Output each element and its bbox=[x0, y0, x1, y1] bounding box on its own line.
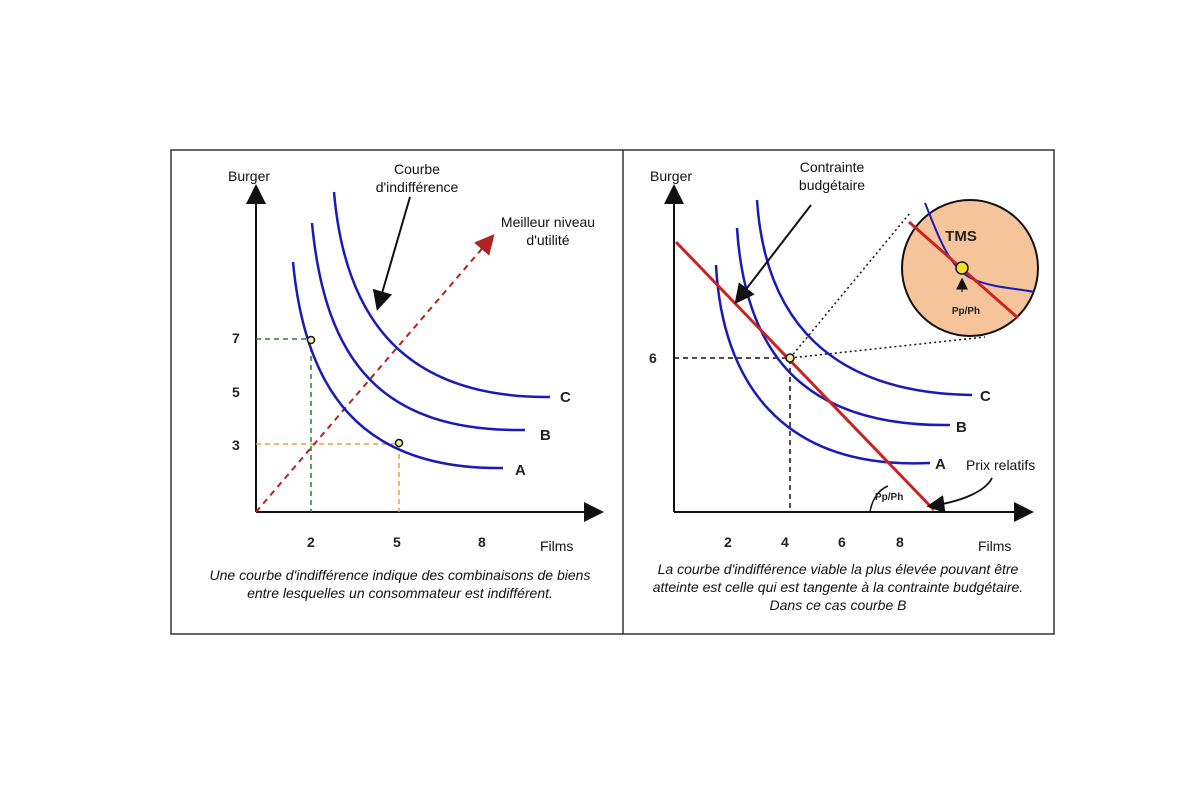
curve-label-a: A bbox=[515, 462, 526, 479]
zoom-ratio-label: Pp/Ph bbox=[952, 306, 980, 317]
left-y-tick: 5 bbox=[232, 384, 240, 400]
right-curve-label-c: C bbox=[980, 388, 991, 405]
right-y-tick: 6 bbox=[649, 350, 657, 366]
right-x-tick: 4 bbox=[781, 534, 789, 550]
right-guide bbox=[674, 357, 791, 512]
zoom-circle-bg bbox=[901, 199, 1039, 337]
curve-note-arrow bbox=[372, 196, 411, 311]
left-point-5-3 bbox=[394, 438, 404, 448]
left-point-2-7 bbox=[306, 335, 316, 345]
utility-note: Meilleur niveau d'utilité bbox=[501, 214, 595, 248]
right-curve-label-b: B bbox=[956, 419, 967, 436]
right-indifference-curve-a bbox=[714, 264, 931, 465]
right-curve-label-a: A bbox=[935, 456, 946, 473]
right-chart: Burger Films 2 4 6 8 6 A B C Pp/Ph bbox=[649, 159, 1039, 613]
figure-frame bbox=[170, 149, 1055, 635]
right-caption-line: Dans ce cas courbe B bbox=[770, 597, 907, 613]
indifference-curve-c bbox=[332, 191, 551, 399]
indifference-curve-b bbox=[310, 222, 526, 432]
left-caption-line: entre lesquelles un consommateur est ind… bbox=[247, 585, 553, 601]
utility-note-line: d'utilité bbox=[526, 232, 569, 248]
budget-line bbox=[674, 240, 936, 512]
budget-note-arrow bbox=[734, 204, 812, 305]
zoom-line-upper bbox=[789, 212, 911, 359]
zoom-tms-label: TMS bbox=[945, 228, 977, 245]
utility-note-line: Meilleur niveau bbox=[501, 214, 595, 230]
left-x-tick: 8 bbox=[478, 534, 486, 550]
left-x-axis-label: Films bbox=[540, 538, 573, 554]
tangency-point bbox=[785, 353, 795, 363]
utility-arrow bbox=[255, 233, 495, 513]
right-x-tick: 8 bbox=[896, 534, 904, 550]
slope-arc bbox=[869, 485, 889, 513]
left-y-tick: 7 bbox=[232, 330, 240, 346]
curve-note: Courbe d'indifférence bbox=[376, 161, 459, 195]
curve-label-b: B bbox=[540, 427, 551, 444]
indifference-curve-a bbox=[291, 261, 504, 470]
zoom-tangency-point bbox=[955, 261, 969, 275]
right-indifference-curve-b bbox=[735, 227, 951, 427]
left-caption-line: Une courbe d'indifférence indique des co… bbox=[210, 567, 591, 583]
budget-note: Contrainte budgétaire bbox=[799, 159, 865, 193]
right-x-tick: 6 bbox=[838, 534, 846, 550]
left-chart: Burger Films 2 5 8 7 5 3 A B C Courbe d'i… bbox=[210, 161, 604, 601]
right-caption: La courbe d'indifférence viable la plus … bbox=[653, 561, 1023, 613]
left-caption: Une courbe d'indifférence indique des co… bbox=[210, 567, 591, 601]
curve-label-c: C bbox=[560, 389, 571, 406]
left-x-tick: 5 bbox=[393, 534, 401, 550]
right-caption-line: atteinte est celle qui est tangente à la… bbox=[653, 579, 1023, 595]
prix-note: Prix relatifs bbox=[966, 457, 1035, 473]
left-guide-orange bbox=[256, 443, 400, 512]
budget-note-line: budgétaire bbox=[799, 177, 865, 193]
right-caption-line: La courbe d'indifférence viable la plus … bbox=[658, 561, 1019, 577]
slope-label: Pp/Ph bbox=[875, 492, 903, 503]
zoom-circle: TMS Pp/Ph bbox=[901, 199, 1039, 337]
right-y-axis-label: Burger bbox=[650, 168, 692, 184]
left-y-tick: 3 bbox=[232, 437, 240, 453]
right-x-tick: 2 bbox=[724, 534, 732, 550]
prix-note-arrow bbox=[926, 477, 993, 514]
curve-note-line: Courbe bbox=[394, 161, 440, 177]
left-y-axis-label: Burger bbox=[228, 168, 270, 184]
left-x-tick: 2 bbox=[307, 534, 315, 550]
right-x-axis-label: Films bbox=[978, 538, 1011, 554]
curve-note-line: d'indifférence bbox=[376, 179, 459, 195]
budget-note-line: Contrainte bbox=[800, 159, 865, 175]
right-indifference-curve-c bbox=[755, 199, 973, 397]
